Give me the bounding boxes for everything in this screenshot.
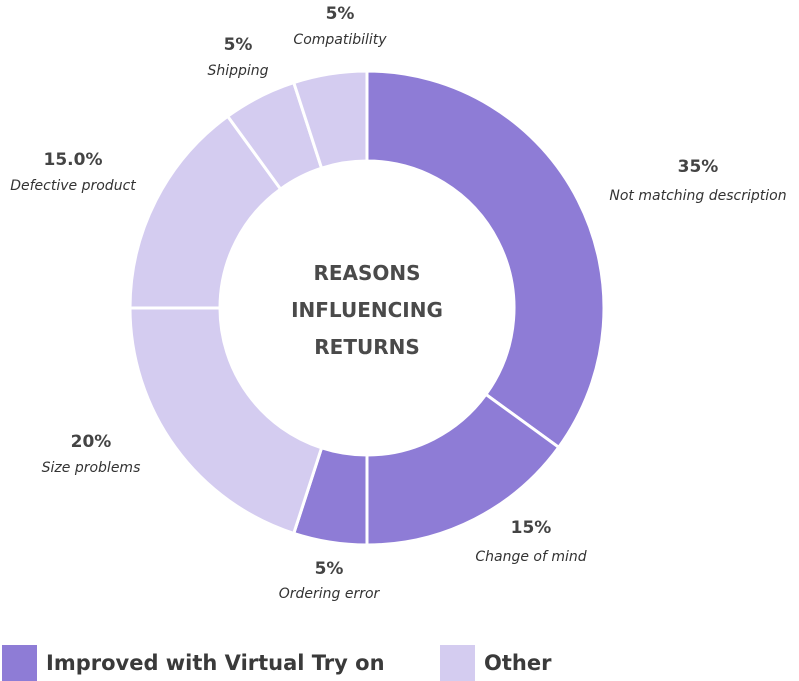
legend-swatch — [440, 645, 475, 681]
donut-slice — [291, 69, 369, 171]
value-label: 5% — [224, 35, 253, 55]
value-label: 35% — [678, 157, 719, 177]
legend-swatch — [2, 645, 37, 681]
donut-slice — [128, 306, 324, 536]
value-label: 5% — [315, 559, 344, 579]
category-label: Compatibility — [293, 32, 387, 48]
value-label: 15% — [511, 518, 552, 538]
category-label: Ordering error — [279, 586, 381, 602]
category-label: Defective product — [10, 178, 136, 194]
value-label: 20% — [71, 432, 112, 452]
category-label: Not matching description — [609, 188, 786, 204]
value-label: 15.0% — [44, 150, 103, 170]
value-label: 5% — [326, 4, 355, 24]
legend-label: Other — [484, 651, 552, 675]
category-label: Change of mind — [475, 549, 586, 565]
legend-label: Improved with Virtual Try on — [46, 651, 385, 675]
category-label: Shipping — [207, 63, 268, 79]
category-label: Size problems — [42, 460, 141, 476]
chart-title: REASONS INFLUENCING RETURNS — [291, 261, 443, 359]
donut-slice — [365, 69, 606, 450]
